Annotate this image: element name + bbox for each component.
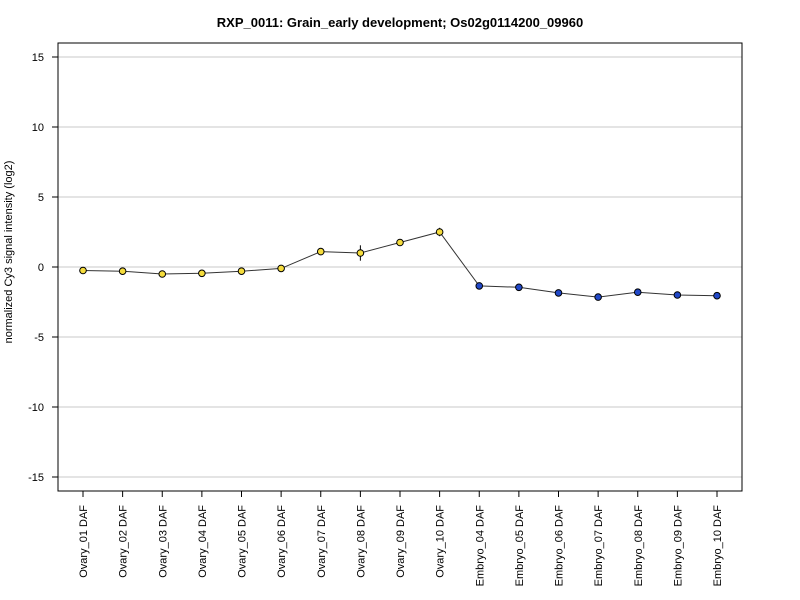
x-tick-label: Ovary_01 DAF — [78, 505, 90, 578]
x-tick-label: Embryo_10 DAF — [712, 505, 724, 587]
data-point — [515, 283, 523, 292]
data-point — [673, 291, 682, 299]
data-point — [594, 293, 602, 301]
y-axis-label: normalized Cy3 signal intensity (log2) — [3, 161, 15, 344]
series — [79, 227, 721, 301]
x-tick-label: Embryo_04 DAF — [474, 505, 486, 587]
x-tick-label: Ovary_07 DAF — [316, 505, 328, 578]
data-point — [475, 282, 484, 290]
x-tick-label: Embryo_09 DAF — [672, 505, 684, 587]
x-tick-label: Embryo_05 DAF — [514, 505, 526, 587]
x-tick-label: Ovary_10 DAF — [435, 505, 447, 578]
y-tick-label: 0 — [38, 262, 44, 274]
y-tick-label: -10 — [28, 402, 44, 414]
data-point — [435, 228, 444, 236]
x-tick-label: Embryo_06 DAF — [554, 505, 566, 587]
x-tick-label: Ovary_08 DAF — [355, 505, 367, 578]
x-tick-label: Embryo_07 DAF — [593, 505, 605, 587]
y-tick-label: 5 — [38, 192, 44, 204]
y-tick-label: 15 — [32, 52, 44, 64]
y-tick-label: -5 — [34, 332, 44, 344]
x-tick-label: Ovary_06 DAF — [276, 505, 288, 578]
data-point — [198, 269, 206, 278]
data-point — [554, 289, 563, 297]
data-point — [316, 247, 325, 256]
x-tick-label: Ovary_05 DAF — [237, 505, 249, 578]
x-axis: Ovary_01 DAF Ovary_02 DAF Ovary_03 DAF Ovar… — [78, 491, 724, 586]
data-point — [158, 270, 167, 278]
x-tick-label: Ovary_04 DAF — [197, 505, 209, 578]
x-tick-label: Ovary_02 DAF — [118, 505, 130, 578]
chart-title: RXP_0011: Grain_early development; Os02g… — [217, 15, 583, 30]
y-axis: -15 -10 -5 0 5 10 15 — [28, 52, 58, 484]
x-tick-label: Embryo_08 DAF — [633, 505, 645, 587]
data-point — [356, 249, 365, 257]
data-point — [633, 288, 642, 297]
x-tick-label: Ovary_03 DAF — [157, 505, 169, 578]
data-point — [118, 267, 127, 276]
data-point — [396, 238, 404, 247]
data-point — [237, 267, 246, 276]
gridlines — [58, 56, 742, 478]
data-point — [79, 266, 87, 275]
x-tick-label: Ovary_09 DAF — [395, 505, 407, 578]
data-point — [277, 264, 285, 273]
y-tick-label: -15 — [28, 472, 44, 484]
y-tick-label: 10 — [32, 122, 44, 134]
data-point — [713, 291, 721, 300]
